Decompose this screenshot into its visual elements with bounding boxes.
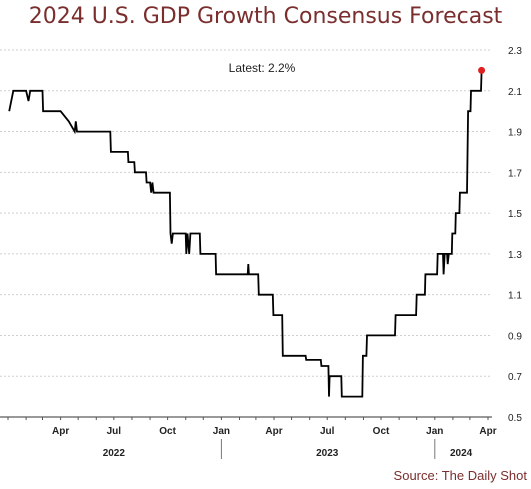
x-year-label: 2023 (316, 448, 339, 459)
series-line (8, 70, 483, 398)
x-month-label: Apr (265, 426, 282, 437)
series-layer (8, 66, 486, 398)
x-month-label: Apr (52, 426, 69, 437)
x-month-label: Jan (426, 426, 443, 437)
axis-labels: 2.3 2.1 1.9 1.7 1.5 1.3 1.1 0.9 0.7 0.5 Apr Jul Oct J… (52, 46, 522, 459)
x-year-label: 2024 (450, 448, 473, 459)
latest-point-marker (478, 66, 486, 74)
x-month-label: Jul (107, 426, 122, 437)
y-tick-label: 1.3 (508, 250, 522, 261)
x-month-label: Oct (159, 426, 176, 437)
x-year-label: 2022 (103, 448, 126, 459)
x-month-label: Apr (479, 426, 496, 437)
y-tick-label: 0.5 (508, 413, 522, 424)
x-month-label: Jul (320, 426, 335, 437)
x-month-label: Jan (213, 426, 230, 437)
y-tick-label: 1.5 (508, 209, 522, 220)
y-tick-label: 2.3 (508, 46, 522, 57)
y-tick-label: 1.7 (508, 168, 522, 179)
y-tick-label: 0.7 (508, 372, 522, 383)
grid-lines (0, 49, 492, 459)
latest-annotation: Latest: 2.2% (229, 61, 296, 75)
chart-title: 2024 U.S. GDP Growth Consensus Forecast (28, 4, 503, 29)
y-tick-label: 0.9 (508, 331, 522, 342)
source-note: Source: The Daily Shot (393, 468, 527, 483)
y-tick-label: 2.1 (508, 87, 522, 98)
y-tick-label: 1.9 (508, 128, 522, 139)
y-tick-label: 1.1 (508, 291, 522, 302)
x-month-label: Oct (373, 426, 390, 437)
